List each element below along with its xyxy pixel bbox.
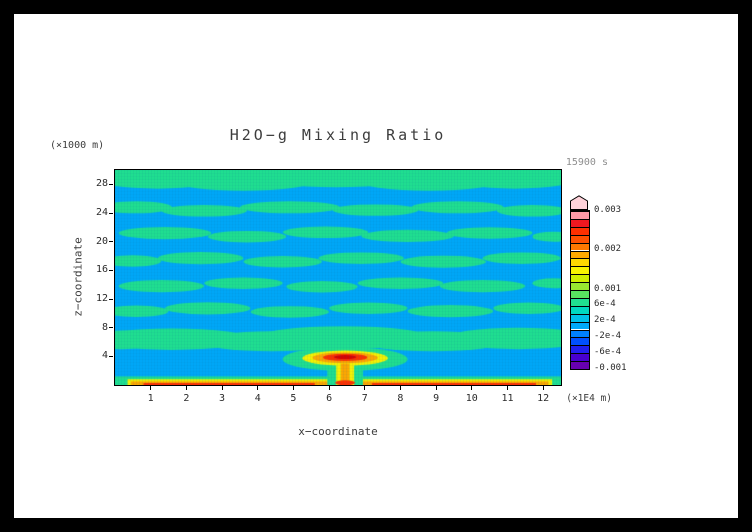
x-tick-mark	[471, 386, 473, 390]
colorbar-cell	[571, 282, 589, 290]
colorbar-label: -0.001	[594, 362, 627, 373]
x-tick-label: 8	[397, 393, 404, 404]
x-tick-mark	[328, 386, 330, 390]
y-tick-mark	[109, 269, 113, 271]
x-tick-label: 6	[326, 393, 333, 404]
x-tick-mark	[221, 386, 223, 390]
y-axis-unit-label: (×1000 m)	[50, 140, 105, 151]
x-tick-mark	[435, 386, 437, 390]
colorbar-label: 0.002	[594, 244, 622, 254]
y-tick-mark	[109, 327, 113, 329]
plot-page: H2O−g Mixing Ratio (×1000 m) 15900 s z−c…	[14, 14, 738, 518]
colorbar-cell	[571, 337, 589, 346]
colorbar-cell	[571, 290, 589, 298]
time-label: 15900 s	[565, 157, 608, 168]
y-tick-mark	[109, 212, 113, 214]
colorbar-cell	[571, 266, 589, 275]
colorbar-cell	[571, 297, 589, 306]
y-tick-label: 24	[95, 207, 108, 218]
colorbar-cell	[571, 226, 589, 235]
y-tick-label: 28	[95, 178, 108, 190]
x-tick-mark	[399, 386, 401, 390]
x-tick-label: 2	[183, 393, 190, 404]
colorbar-cell	[571, 313, 589, 322]
y-tick-mark	[109, 355, 113, 357]
colorbar-cell	[571, 305, 589, 314]
x-tick-mark	[185, 386, 187, 390]
x-tick-label: 5	[290, 393, 297, 404]
y-tick-label: 20	[95, 235, 108, 247]
y-tick-label: 4	[101, 350, 108, 362]
colorbar-cell	[571, 218, 589, 227]
y-tick-mark	[109, 241, 113, 243]
colorbar-cell	[571, 258, 589, 267]
colorbar-cell	[571, 361, 589, 369]
plot-frame	[114, 169, 562, 386]
colorbar-cell	[571, 242, 589, 251]
colorbar-label: 0.003	[594, 204, 622, 215]
colorbar-cell	[571, 250, 589, 259]
x-tick-label: 11	[501, 393, 514, 404]
colorbar-cell	[571, 353, 589, 362]
colorbar-cell	[571, 211, 589, 219]
colorbar-cell	[571, 345, 589, 354]
x-tick-label: 4	[254, 393, 261, 404]
y-tick-label: 8	[101, 321, 108, 333]
x-axis-unit-label: (×1E4 m)	[566, 393, 612, 404]
y-tick-mark	[109, 298, 113, 300]
x-tick-label: 3	[219, 393, 226, 404]
colorbar-cell	[571, 274, 589, 283]
x-tick-mark	[257, 386, 259, 390]
colorbar-label: -2e-4	[594, 330, 622, 341]
y-tick-mark	[109, 183, 113, 185]
x-tick-mark	[506, 386, 508, 390]
x-tick-label: 10	[465, 393, 478, 404]
chart-title: H2O−g Mixing Ratio	[229, 126, 447, 144]
colorbar-cell	[571, 234, 589, 243]
colorbar-label: 2e-4	[594, 315, 616, 326]
x-tick-mark	[542, 386, 544, 390]
x-axis-label: x−coordinate	[298, 425, 378, 438]
y-tick-label: 12	[95, 293, 108, 304]
x-tick-label: 7	[361, 393, 368, 404]
colorbar	[570, 210, 590, 370]
colorbar-cell	[571, 329, 589, 338]
contour-field	[115, 170, 561, 385]
x-tick-label: 1	[147, 393, 154, 404]
x-tick-mark	[150, 386, 152, 390]
y-tick-label: 16	[95, 264, 108, 276]
y-axis-label: z−coordinate	[71, 237, 85, 317]
colorbar-label: 6e-4	[594, 299, 616, 310]
colorbar-label: 0.001	[594, 283, 622, 294]
x-tick-mark	[364, 386, 366, 390]
colorbar-overflow-arrow	[570, 195, 588, 210]
colorbar-cell	[571, 321, 589, 330]
x-tick-label: 9	[433, 393, 440, 404]
x-tick-mark	[292, 386, 294, 390]
x-tick-label: 12	[537, 393, 550, 404]
colorbar-label: -6e-4	[594, 346, 622, 357]
